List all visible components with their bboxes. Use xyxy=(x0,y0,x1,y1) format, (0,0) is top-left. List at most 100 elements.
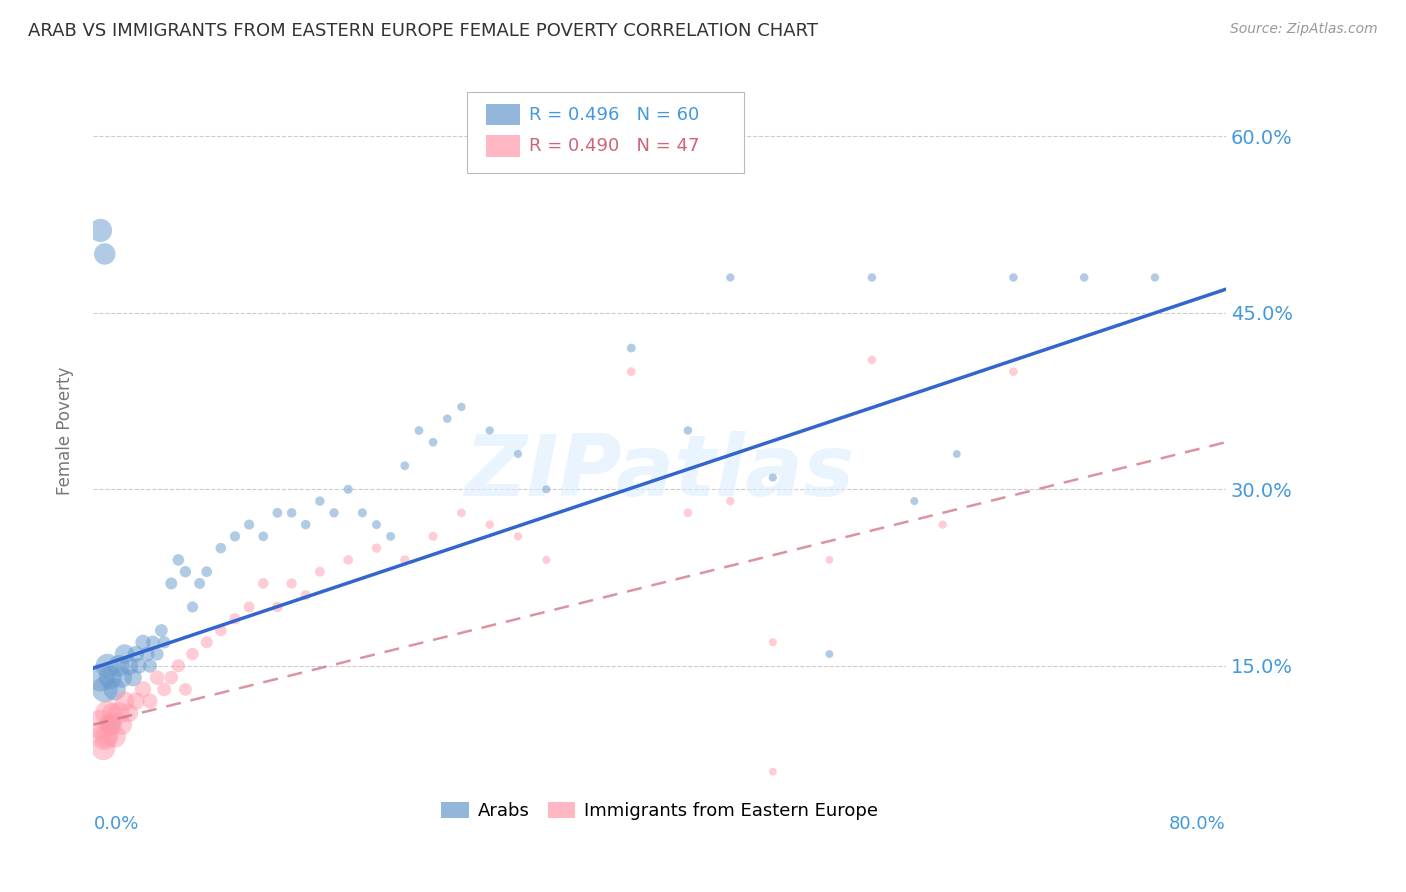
Point xyxy=(266,599,288,614)
Point xyxy=(718,494,741,508)
Point xyxy=(309,565,332,579)
Point xyxy=(280,576,302,591)
Point xyxy=(160,671,183,685)
Text: ARAB VS IMMIGRANTS FROM EASTERN EUROPE FEMALE POVERTY CORRELATION CHART: ARAB VS IMMIGRANTS FROM EASTERN EUROPE F… xyxy=(28,22,818,40)
Point xyxy=(394,458,416,473)
Point xyxy=(536,553,558,567)
Point xyxy=(101,706,124,720)
Text: Female Poverty: Female Poverty xyxy=(56,367,75,495)
Point xyxy=(450,506,472,520)
Point xyxy=(238,517,260,532)
Point xyxy=(536,483,558,497)
FancyBboxPatch shape xyxy=(467,92,745,173)
Point xyxy=(818,647,841,661)
Point xyxy=(294,588,316,602)
Point xyxy=(366,517,388,532)
Point xyxy=(1002,365,1025,379)
Point xyxy=(478,424,501,438)
Point xyxy=(146,671,169,685)
Point xyxy=(132,682,155,697)
Point xyxy=(762,470,785,484)
Point xyxy=(97,706,120,720)
Point xyxy=(93,247,115,261)
Point xyxy=(762,635,785,649)
Point xyxy=(111,717,134,731)
Point xyxy=(323,506,346,520)
Point xyxy=(620,365,643,379)
FancyBboxPatch shape xyxy=(486,136,520,156)
Text: 0.0%: 0.0% xyxy=(93,815,139,833)
Point xyxy=(136,647,159,661)
Point xyxy=(436,411,458,425)
Point xyxy=(111,671,134,685)
Point xyxy=(174,682,197,697)
Point xyxy=(118,658,141,673)
Point xyxy=(174,565,197,579)
Point xyxy=(238,599,260,614)
Point xyxy=(104,730,127,744)
Point xyxy=(903,494,925,508)
Point xyxy=(762,764,785,779)
Point xyxy=(91,741,114,756)
Point xyxy=(89,671,111,685)
Point xyxy=(128,658,150,673)
Point xyxy=(266,506,288,520)
Point xyxy=(394,553,416,567)
Point xyxy=(114,694,136,708)
Point xyxy=(93,730,115,744)
Point xyxy=(97,658,120,673)
Point xyxy=(108,658,131,673)
Point xyxy=(931,517,953,532)
Point xyxy=(167,553,190,567)
Point xyxy=(1073,270,1095,285)
Text: Source: ZipAtlas.com: Source: ZipAtlas.com xyxy=(1230,22,1378,37)
Point xyxy=(422,529,444,543)
Legend: Arabs, Immigrants from Eastern Europe: Arabs, Immigrants from Eastern Europe xyxy=(434,795,884,828)
FancyBboxPatch shape xyxy=(486,104,520,126)
Point xyxy=(478,517,501,532)
Point xyxy=(146,647,169,661)
Point xyxy=(224,612,246,626)
Point xyxy=(450,400,472,414)
Point xyxy=(209,541,232,556)
Point xyxy=(125,647,148,661)
Point xyxy=(100,717,122,731)
Point xyxy=(104,682,127,697)
Point xyxy=(818,553,841,567)
Point xyxy=(224,529,246,543)
Point xyxy=(89,717,111,731)
Point xyxy=(122,671,145,685)
Point xyxy=(181,599,204,614)
Point xyxy=(167,658,190,673)
Point xyxy=(96,730,118,744)
Point xyxy=(139,694,162,708)
Text: R = 0.496   N = 60: R = 0.496 N = 60 xyxy=(529,106,700,124)
Point xyxy=(153,635,176,649)
Point xyxy=(337,483,360,497)
Point xyxy=(1143,270,1166,285)
Point xyxy=(188,576,211,591)
Point xyxy=(676,424,699,438)
Point xyxy=(294,517,316,532)
Point xyxy=(100,717,122,731)
Text: 80.0%: 80.0% xyxy=(1168,815,1226,833)
Point xyxy=(160,576,183,591)
Point xyxy=(380,529,402,543)
Point xyxy=(252,529,274,543)
Point xyxy=(620,341,643,355)
Point xyxy=(195,635,218,649)
Point xyxy=(100,671,122,685)
Point xyxy=(142,635,165,649)
Point xyxy=(860,270,883,285)
Point xyxy=(118,706,141,720)
Point xyxy=(150,624,173,638)
Point xyxy=(153,682,176,697)
Point xyxy=(108,706,131,720)
Point xyxy=(946,447,969,461)
Point xyxy=(209,624,232,638)
Point xyxy=(125,694,148,708)
Text: R = 0.490   N = 47: R = 0.490 N = 47 xyxy=(529,137,700,155)
Point xyxy=(280,506,302,520)
Point xyxy=(337,553,360,567)
Point xyxy=(181,647,204,661)
